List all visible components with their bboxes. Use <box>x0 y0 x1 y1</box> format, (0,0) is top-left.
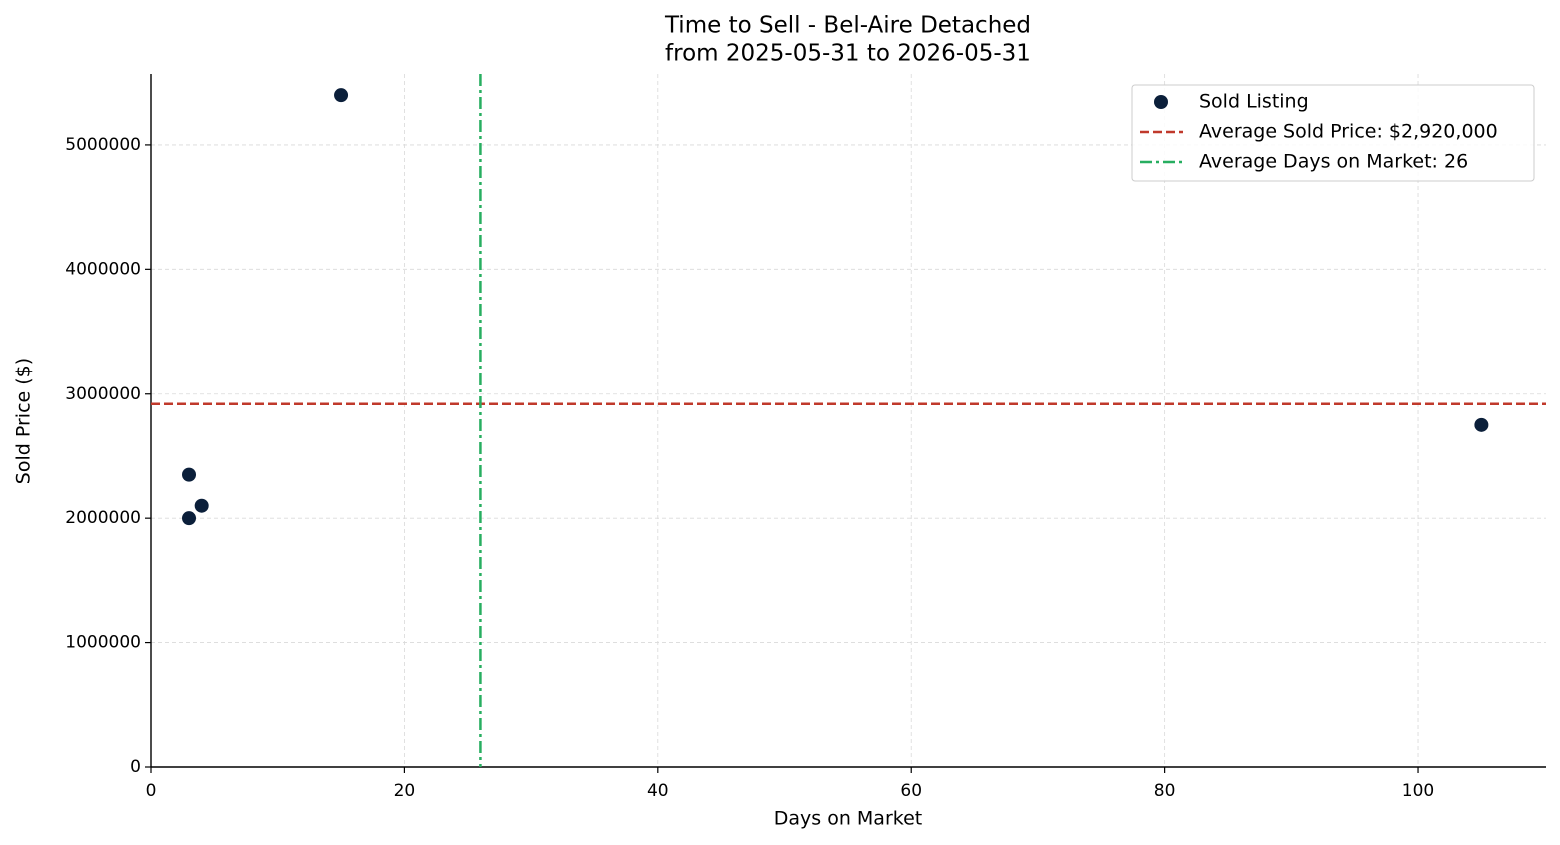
x-tick-label: 0 <box>146 781 157 801</box>
point <box>182 511 197 526</box>
x-tick-label: 80 <box>1154 781 1176 801</box>
y-tick-label: 2000000 <box>65 508 141 528</box>
point <box>334 88 349 103</box>
legend-label: Sold Listing <box>1199 91 1309 113</box>
y-tick-label: 0 <box>130 757 141 777</box>
legend-box <box>1131 84 1535 182</box>
x-axis-label: Days on Market <box>774 808 922 830</box>
y-tick-label: 3000000 <box>65 384 141 404</box>
legend-label: Average Sold Price: $2,920,000 <box>1199 121 1498 143</box>
legend-label: Average Days on Market: 26 <box>1199 151 1468 173</box>
x-tick-label: 40 <box>647 781 669 801</box>
y-tick-label: 5000000 <box>65 135 141 155</box>
y-tick-label: 4000000 <box>65 259 141 279</box>
legend: Sold Listing Average Sold Price: $2,920,0… <box>1131 84 1535 182</box>
y-tick-label: 1000000 <box>65 633 141 653</box>
x-tick-label: 60 <box>900 781 922 801</box>
x-tick-label: 100 <box>1402 781 1434 801</box>
chart-title: Time to Sell - Bel-Aire Detached <box>664 13 1031 39</box>
point <box>182 467 197 482</box>
point <box>1474 417 1489 432</box>
chart-subtitle: from 2025-05-31 to 2026-05-31 <box>665 41 1031 67</box>
point <box>194 498 209 513</box>
y-axis-label: Sold Price ($) <box>13 358 35 484</box>
x-tick-label: 20 <box>394 781 416 801</box>
legend-marker <box>1154 95 1168 109</box>
